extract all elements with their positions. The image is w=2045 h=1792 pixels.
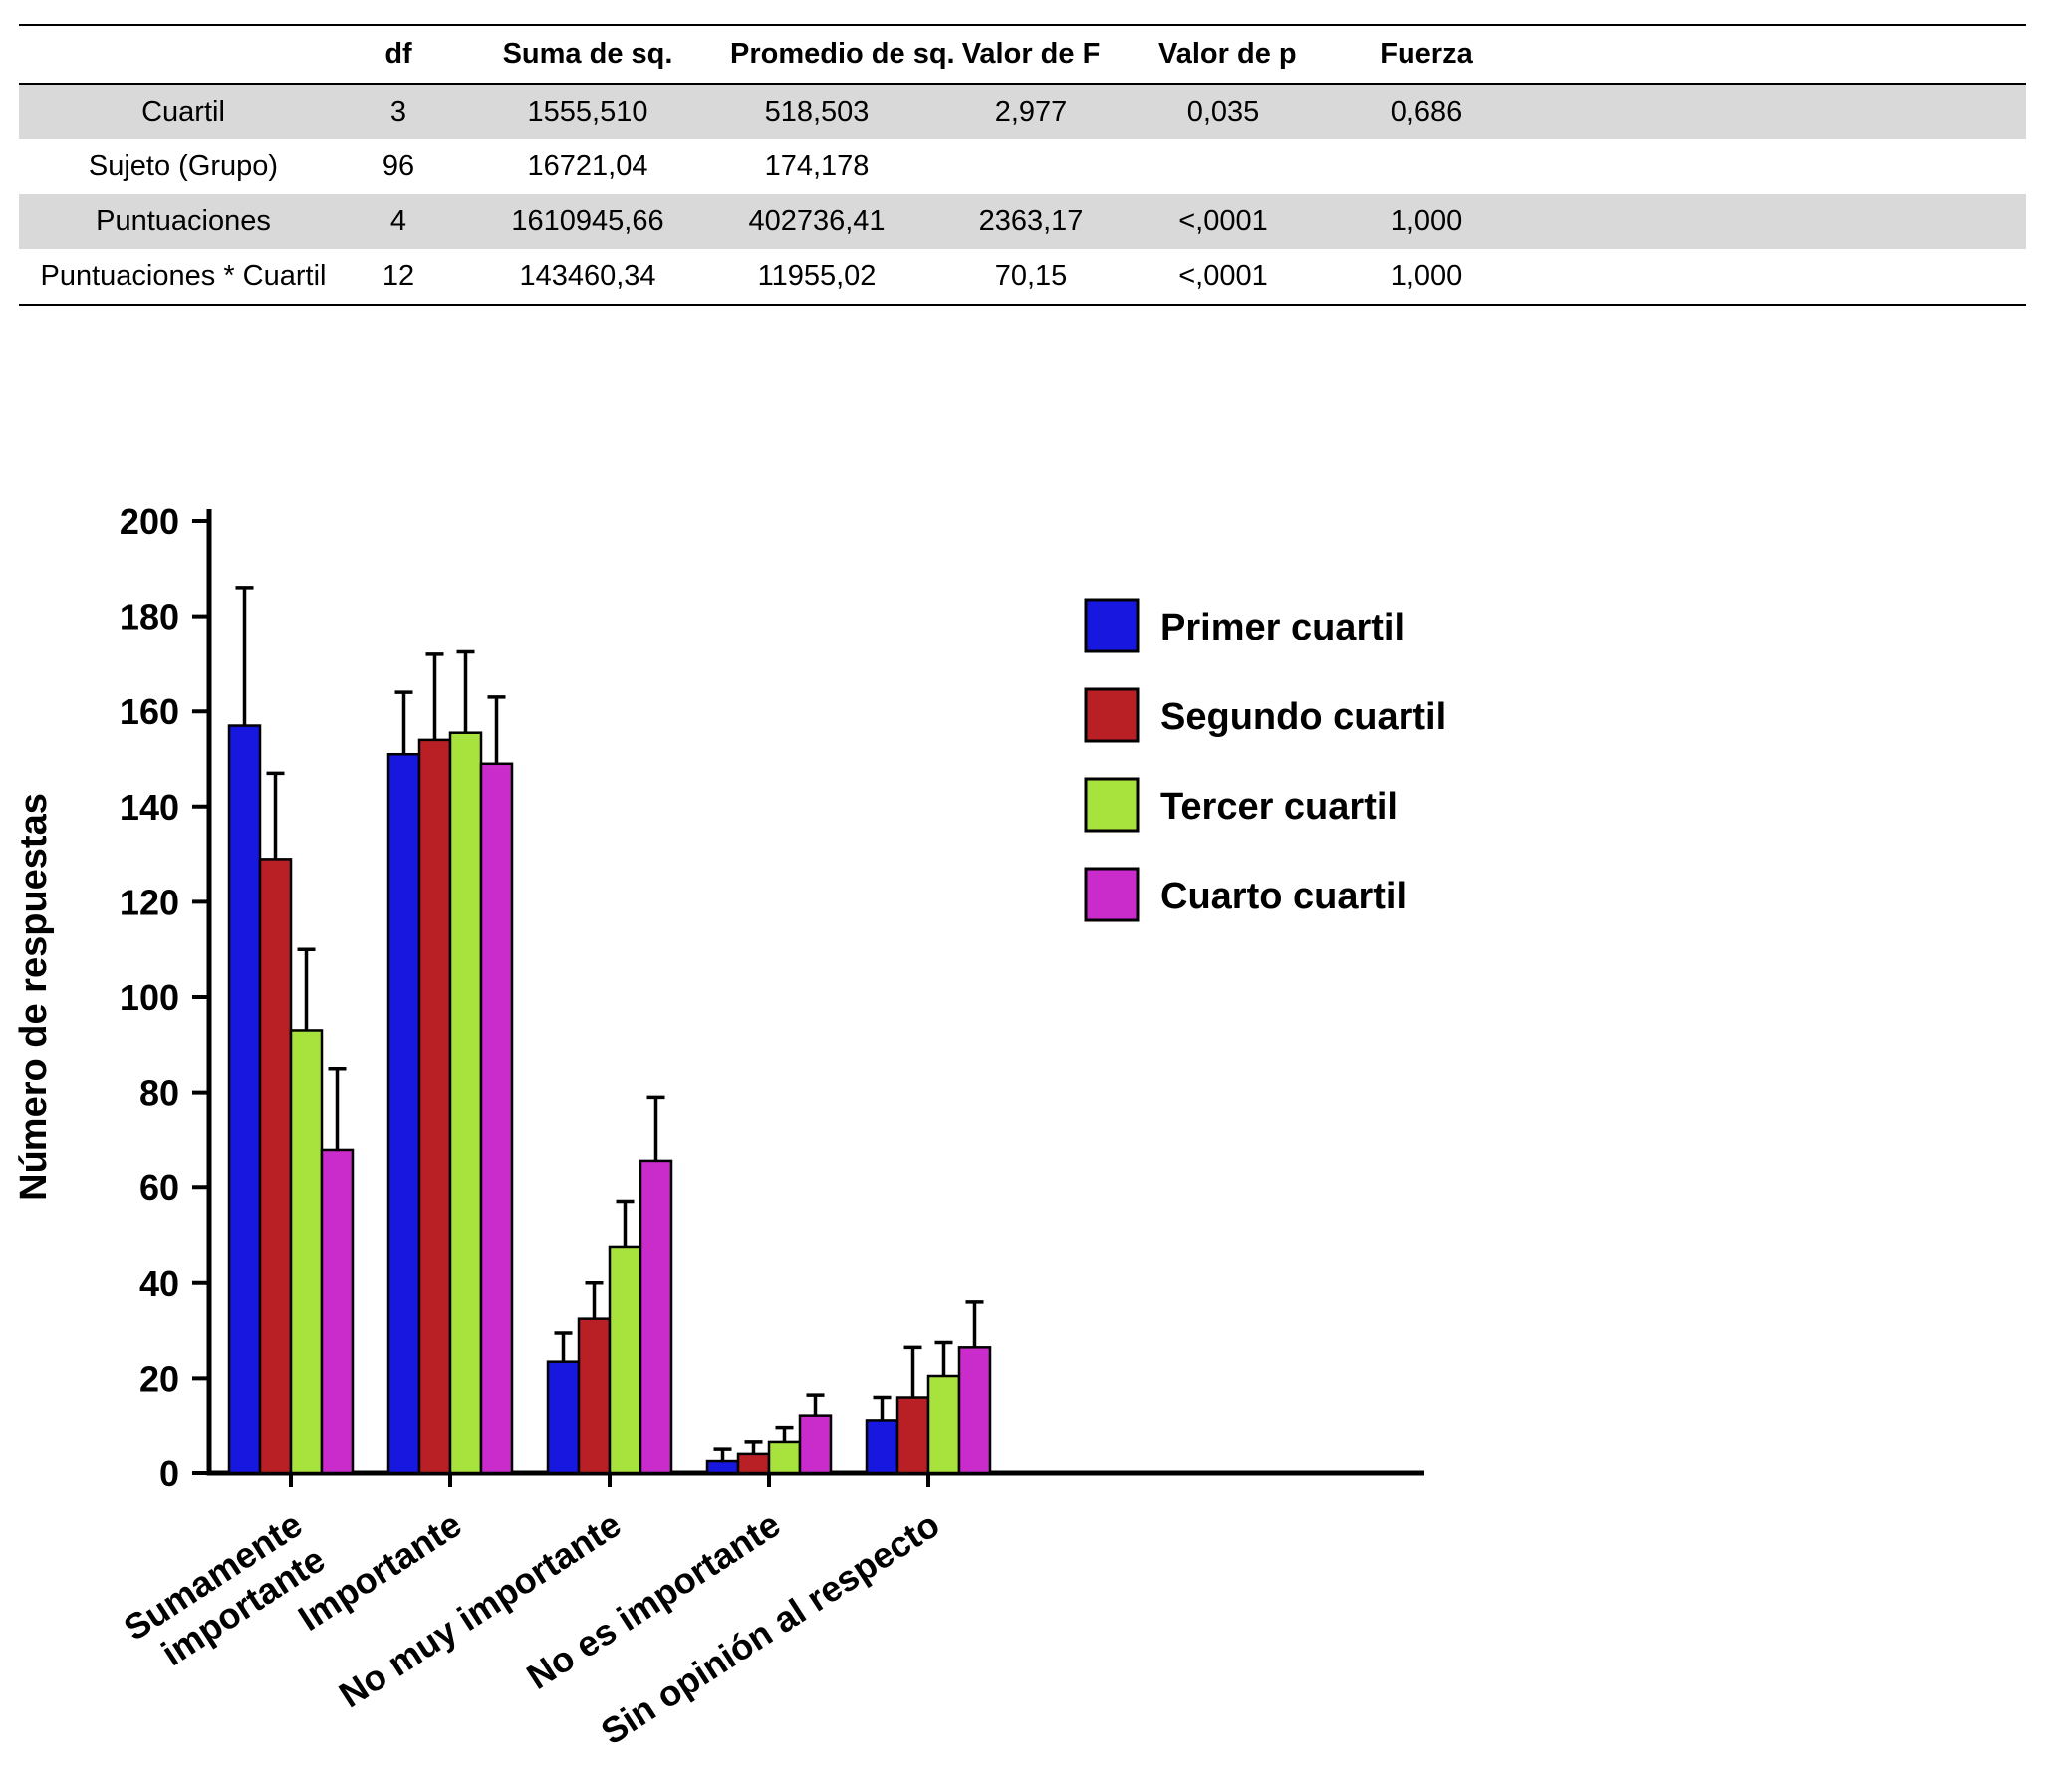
table-cell: 4 bbox=[389, 205, 407, 237]
bar bbox=[258, 858, 293, 1475]
y-tick-label: 160 bbox=[120, 691, 179, 732]
bar bbox=[926, 1374, 961, 1475]
header-mean-sq: Promedio de sq. bbox=[726, 25, 955, 85]
bar bbox=[417, 738, 452, 1475]
bar bbox=[957, 1346, 992, 1475]
table-body: Cuartil 3 1555,510 518,503 2,977 0,035 0,686 Su… bbox=[19, 84, 2026, 305]
bar-chart: 0 20 40 60 80 100 120 140 160 180 200 Número de res… bbox=[0, 339, 1494, 1792]
table-cell bbox=[1154, 139, 1292, 194]
legend-swatch bbox=[1084, 598, 1140, 653]
table-cell: 11955,02 bbox=[757, 260, 877, 292]
bar bbox=[798, 1414, 833, 1475]
legend-label: Cuarto cuartil bbox=[1160, 876, 1406, 917]
table-cell: 70,15 bbox=[994, 260, 1068, 292]
table-row: Puntuaciones * Cuartil 12 143460,34 11955,0… bbox=[19, 249, 2026, 305]
table-cell: 2363,17 bbox=[978, 205, 1084, 237]
table-cell: Sujeto (Grupo) bbox=[88, 150, 279, 182]
y-tick-label: 0 bbox=[159, 1453, 179, 1494]
table-cell bbox=[1292, 139, 1561, 194]
bar bbox=[639, 1159, 673, 1475]
table-cell: 12 bbox=[382, 260, 415, 292]
bar bbox=[386, 752, 421, 1475]
bars-group bbox=[227, 586, 992, 1475]
header-p-value: Valor de p bbox=[1154, 25, 1297, 85]
table-filler-cell bbox=[1561, 84, 2026, 139]
bar bbox=[895, 1396, 930, 1475]
table-cell: 1,000 bbox=[1390, 260, 1463, 292]
bar bbox=[736, 1452, 771, 1475]
x-tick-label: No muy importante bbox=[332, 1503, 628, 1715]
header-filler bbox=[1561, 25, 2026, 85]
y-tick-label: 40 bbox=[139, 1263, 179, 1304]
bar bbox=[448, 731, 483, 1475]
table-filler-cell bbox=[1561, 139, 2026, 194]
table-cell: 518,503 bbox=[764, 96, 870, 128]
table-cell: <,0001 bbox=[1178, 205, 1268, 237]
table-cell: Puntuaciones bbox=[96, 205, 271, 237]
y-tick-label: 140 bbox=[120, 787, 179, 828]
bar bbox=[289, 1029, 324, 1475]
legend-label: Segundo cuartil bbox=[1160, 696, 1446, 738]
header-f-value: Valor de F bbox=[907, 25, 1154, 85]
y-axis-title: Número de respuestas bbox=[13, 793, 55, 1201]
table-cell: 1610945,66 bbox=[511, 205, 664, 237]
y-tick-label: 100 bbox=[120, 977, 179, 1018]
y-tick-label: 80 bbox=[139, 1073, 179, 1114]
bar bbox=[767, 1440, 802, 1475]
table-cell bbox=[907, 139, 1154, 194]
table-cell: 96 bbox=[382, 150, 415, 182]
legend: Primer cuartil Segundo cuartil Tercer cuar… bbox=[1084, 598, 1446, 922]
bar-chart-svg: 0 20 40 60 80 100 120 140 160 180 200 Número de res… bbox=[13, 501, 1446, 1752]
table-row: Sujeto (Grupo) 96 16721,04 174,178 bbox=[19, 139, 2026, 194]
table-row: Puntuaciones 4 1610945,66 402736,41 2363,17 <… bbox=[19, 194, 2026, 249]
bar bbox=[546, 1360, 581, 1475]
table-cell: 0,686 bbox=[1390, 96, 1463, 128]
table-cell: 3 bbox=[389, 96, 407, 128]
legend-swatch bbox=[1084, 867, 1140, 922]
table-cell: 1555,510 bbox=[527, 96, 648, 128]
bar bbox=[320, 1148, 355, 1475]
y-tick-label: 60 bbox=[139, 1167, 179, 1208]
legend-swatch bbox=[1084, 687, 1140, 743]
legend-label: Tercer cuartil bbox=[1160, 786, 1398, 828]
y-tick-label: 20 bbox=[139, 1358, 179, 1399]
table-filler-cell bbox=[1561, 249, 2026, 305]
header-sum-sq: Suma de sq. bbox=[449, 25, 726, 85]
header-power: Fuerza bbox=[1292, 25, 1561, 85]
bar bbox=[705, 1459, 740, 1475]
table-row: Cuartil 3 1555,510 518,503 2,977 0,035 0,686 bbox=[19, 84, 2026, 139]
y-tick-label: 180 bbox=[120, 597, 179, 638]
header-effect bbox=[19, 25, 348, 85]
table-cell: 16721,04 bbox=[527, 150, 648, 182]
y-tick-label: 200 bbox=[120, 501, 179, 542]
table-cell: 0,035 bbox=[1186, 96, 1260, 128]
table-cell: <,0001 bbox=[1178, 260, 1268, 292]
bar bbox=[608, 1245, 642, 1475]
legend-label: Primer cuartil bbox=[1160, 607, 1405, 648]
bar bbox=[865, 1419, 899, 1475]
x-tick-label: Sumamenteimportante bbox=[117, 1503, 332, 1683]
table-cell: 143460,34 bbox=[519, 260, 656, 292]
legend-swatch bbox=[1084, 777, 1140, 833]
table-cell: 2,977 bbox=[994, 96, 1068, 128]
table-cell: 174,178 bbox=[764, 150, 870, 182]
table-cell: Puntuaciones * Cuartil bbox=[40, 260, 327, 292]
table-cell: 1,000 bbox=[1390, 205, 1463, 237]
table-cell: 402736,41 bbox=[748, 205, 886, 237]
y-tick-label: 120 bbox=[120, 882, 179, 922]
table-filler-cell bbox=[1561, 194, 2026, 249]
header-df: df bbox=[348, 25, 449, 85]
anova-stats-table: df Suma de sq. Promedio de sq. Valor de … bbox=[19, 24, 2026, 306]
table-cell: Cuartil bbox=[141, 96, 225, 128]
table-header-row: df Suma de sq. Promedio de sq. Valor de … bbox=[19, 25, 2026, 85]
bar bbox=[479, 762, 514, 1475]
bar bbox=[227, 724, 262, 1475]
bar bbox=[577, 1317, 612, 1475]
